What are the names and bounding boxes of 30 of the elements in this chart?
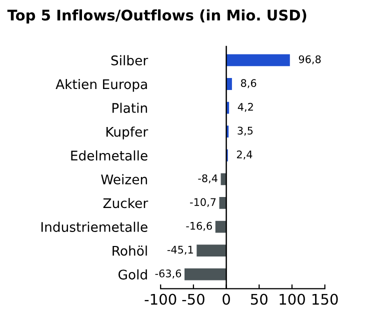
y-tick-label: Edelmetalle	[71, 150, 148, 161]
x-tick-label: -100	[144, 294, 176, 305]
data-label: -16,6	[186, 222, 212, 231]
y-tick-label: Weizen	[101, 174, 147, 184]
data-label: 4,2	[238, 102, 253, 112]
x-tick-label: 150	[312, 294, 338, 305]
y-tick-label: Kupfer	[106, 126, 148, 140]
data-label: -45,1	[167, 246, 193, 255]
data-label: 96,8	[298, 55, 321, 64]
chart-title: Top 5 Inflows/Outflows (in Mio. USD)	[7, 9, 306, 24]
data-label: 2,4	[236, 150, 252, 160]
y-tick-label: Gold	[118, 269, 147, 280]
bar	[196, 244, 226, 257]
y-tick-label: Platin	[112, 102, 147, 113]
data-label: -63,6	[155, 270, 182, 278]
data-label: 8,6	[240, 79, 256, 88]
x-tick-label: -50	[182, 294, 204, 305]
data-label: -10,7	[190, 198, 216, 208]
bar	[226, 54, 290, 66]
bar	[184, 268, 226, 280]
data-label: 3,5	[238, 126, 253, 136]
x-tick-label: 0	[222, 294, 230, 305]
x-tick-label: 50	[250, 294, 268, 305]
y-tick-label: Industriemetalle	[41, 222, 148, 232]
y-tick-label: Aktien Europa	[56, 78, 147, 92]
data-label: -8,4	[198, 174, 218, 184]
x-tick-label: 100	[280, 294, 305, 305]
y-tick-label: Rohöl	[112, 246, 147, 256]
y-tick-label: Zucker	[103, 198, 148, 208]
y-tick-label: Silber	[111, 55, 148, 66]
